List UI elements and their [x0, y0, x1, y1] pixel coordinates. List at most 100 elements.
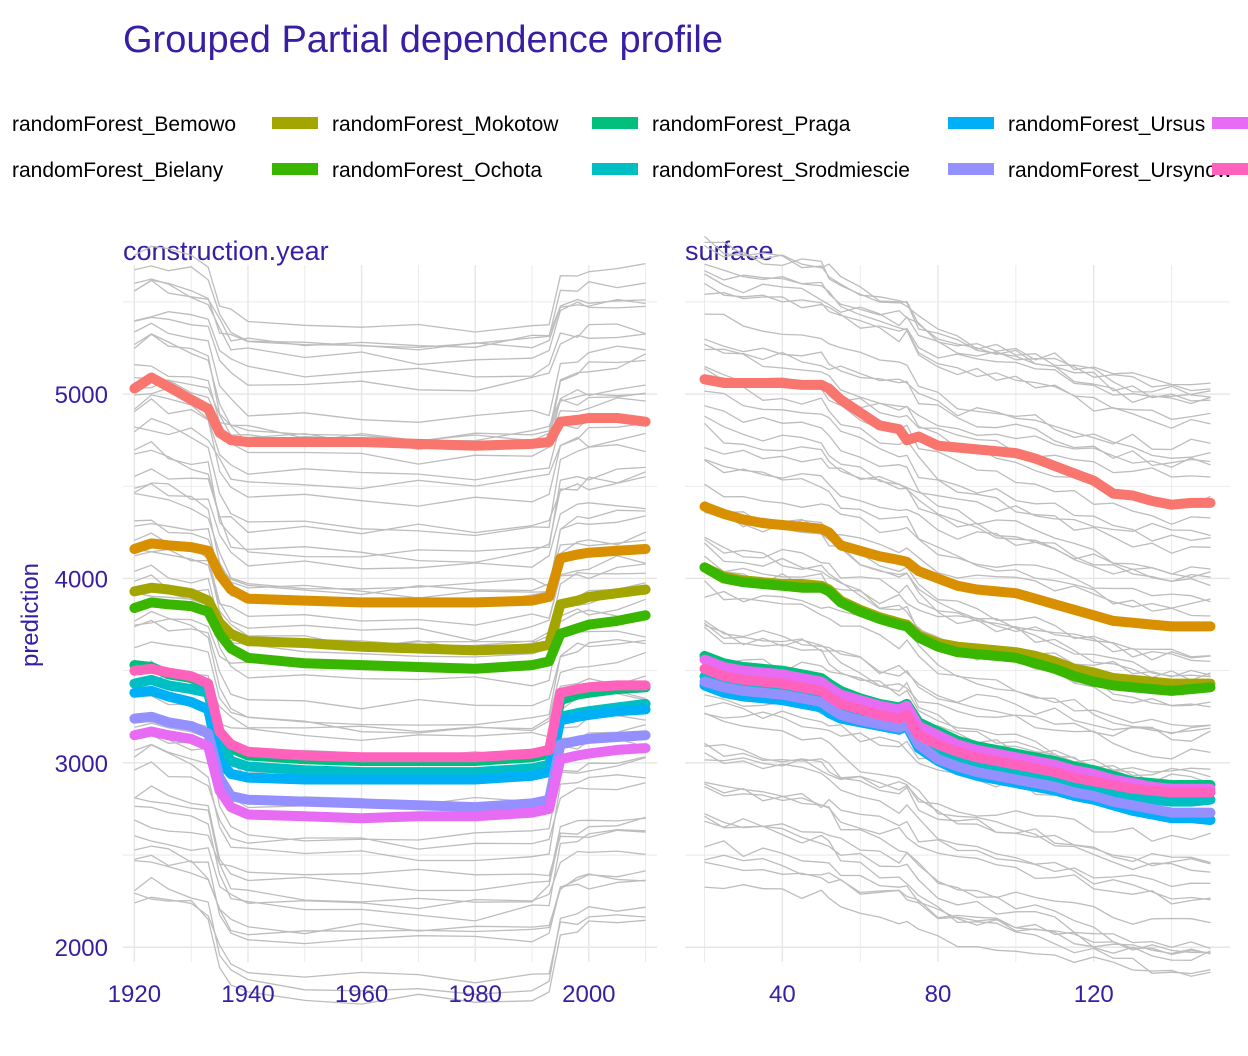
series-line-randomForest_Ursus — [699, 676, 1216, 818]
x-tick-label: 1960 — [335, 981, 388, 1008]
series-line-randomForest_Ochota — [699, 501, 1216, 632]
legend-item: randomForest_Mokotow — [272, 113, 559, 136]
y-tick-label: 3000 — [55, 751, 108, 778]
background-profile-line — [704, 580, 1211, 727]
background-profile-line — [704, 542, 1211, 708]
x-tick-label: 80 — [925, 981, 952, 1008]
legend-item: randomForest_Bielany — [12, 159, 224, 182]
background-profile-line — [134, 397, 646, 507]
legend-item: randomForest_Praga — [592, 113, 851, 136]
background-profile-line — [704, 815, 1211, 975]
y-axis-label: prediction — [17, 563, 44, 667]
background-profile-line — [134, 379, 646, 442]
background-profile-line — [704, 783, 1211, 888]
legend-swatch — [1212, 117, 1248, 129]
legend-swatch — [272, 117, 318, 129]
legend-swatch — [592, 117, 638, 129]
background-profile-line — [704, 415, 1211, 587]
background-profile-line — [704, 376, 1211, 542]
background-profile-line — [134, 641, 646, 734]
panel-title: construction.year — [123, 236, 329, 266]
series-line-randomForest_Srodmiescie — [699, 374, 1216, 510]
background-profile-line — [134, 440, 646, 558]
x-tick-label: 1940 — [221, 981, 274, 1008]
chart-title: Grouped Partial dependence profile — [123, 19, 723, 61]
legend-swatch — [1212, 163, 1248, 175]
y-tick-labels: 2000 3000 4000 5000 — [55, 382, 108, 962]
background-profile-line — [704, 292, 1211, 398]
background-profile-line — [134, 482, 646, 570]
background-profile-line — [134, 591, 646, 658]
legend-swatch — [592, 163, 638, 175]
y-tick-label: 2000 — [55, 935, 108, 962]
x-tick-labels: 1920 1940 1960 1980 2000 — [108, 981, 616, 1008]
background-profile-line — [134, 727, 646, 842]
background-profile-line — [704, 620, 1211, 760]
background-profile-line — [134, 892, 646, 1005]
background-profile-line — [704, 405, 1211, 575]
background-profile-line — [704, 884, 1211, 977]
background-profile-line — [134, 311, 646, 378]
legend-swatch — [948, 117, 994, 129]
background-profile-line — [134, 265, 646, 349]
background-profile-line — [704, 813, 1211, 950]
background-profile-line — [704, 241, 1211, 398]
legend-item: randomForest_Bemowo — [12, 113, 236, 136]
background-profile-line — [134, 854, 646, 935]
background-profile-line — [704, 458, 1211, 617]
series-line-series-8 — [129, 726, 651, 824]
background-profile-line — [134, 805, 646, 922]
background-profile-line — [704, 459, 1211, 579]
background-profile-line — [704, 422, 1211, 583]
series-line-randomForest_Srodmiescie — [129, 372, 651, 451]
x-tick-label: 2000 — [562, 981, 615, 1008]
background-profile-line — [134, 859, 646, 936]
legend-label: randomForest_Bemowo — [12, 113, 236, 136]
y-tick-label: 5000 — [55, 382, 108, 409]
legend-item — [1212, 117, 1248, 129]
panel-surface: surface 40 80 120 — [685, 235, 1230, 1008]
background-profiles — [704, 235, 1211, 977]
legend-label: randomForest_Mokotow — [332, 113, 559, 136]
legend-label: randomForest_Ursus — [1008, 113, 1205, 136]
x-tick-label: 120 — [1074, 981, 1114, 1008]
background-profile-line — [704, 446, 1211, 537]
legend-item: randomForest_Ursus — [948, 113, 1205, 136]
background-profile-line — [704, 374, 1211, 468]
x-tick-label: 40 — [769, 981, 796, 1008]
legend-swatch — [948, 163, 994, 175]
x-tick-label: 1980 — [449, 981, 502, 1008]
background-profile-line — [134, 551, 646, 626]
background-profile-line — [134, 761, 646, 850]
series-line-series-9 — [129, 663, 651, 763]
background-profile-line — [704, 650, 1211, 742]
series-layer — [699, 374, 1216, 825]
legend-label: randomForest_Ursynow — [1008, 159, 1233, 182]
legend: randomForest_Bemowo randomForest_Bielany r… — [12, 113, 1248, 182]
background-profile-line — [704, 235, 1211, 405]
legend-item: randomForest_Ursynow — [948, 159, 1233, 182]
background-profile-line — [704, 313, 1211, 459]
background-profile-line — [704, 626, 1211, 784]
background-profile-line — [133, 876, 646, 995]
background-profile-line — [704, 840, 1211, 961]
background-profile-line — [134, 278, 646, 366]
background-profile-line — [134, 785, 646, 892]
background-profile-line — [134, 316, 646, 392]
background-profile-line — [704, 712, 1211, 873]
series-line-randomForest_Ursynow — [699, 562, 1216, 696]
background-profile-line — [134, 797, 646, 903]
panel-title: surface — [685, 236, 774, 266]
background-profile-line — [704, 270, 1211, 386]
background-profile-line — [704, 282, 1211, 421]
background-profile-line — [134, 519, 646, 596]
series-line-randomForest_Ochota — [129, 538, 651, 608]
series-line-randomForest_Bemowo — [129, 685, 651, 785]
series-line-randomForest_Ursus — [129, 711, 651, 813]
background-profile-line — [704, 536, 1211, 661]
background-profile-line — [134, 322, 646, 423]
legend-label: randomForest_Praga — [652, 113, 851, 136]
legend-item — [1212, 163, 1248, 175]
background-profile-line — [704, 343, 1211, 451]
